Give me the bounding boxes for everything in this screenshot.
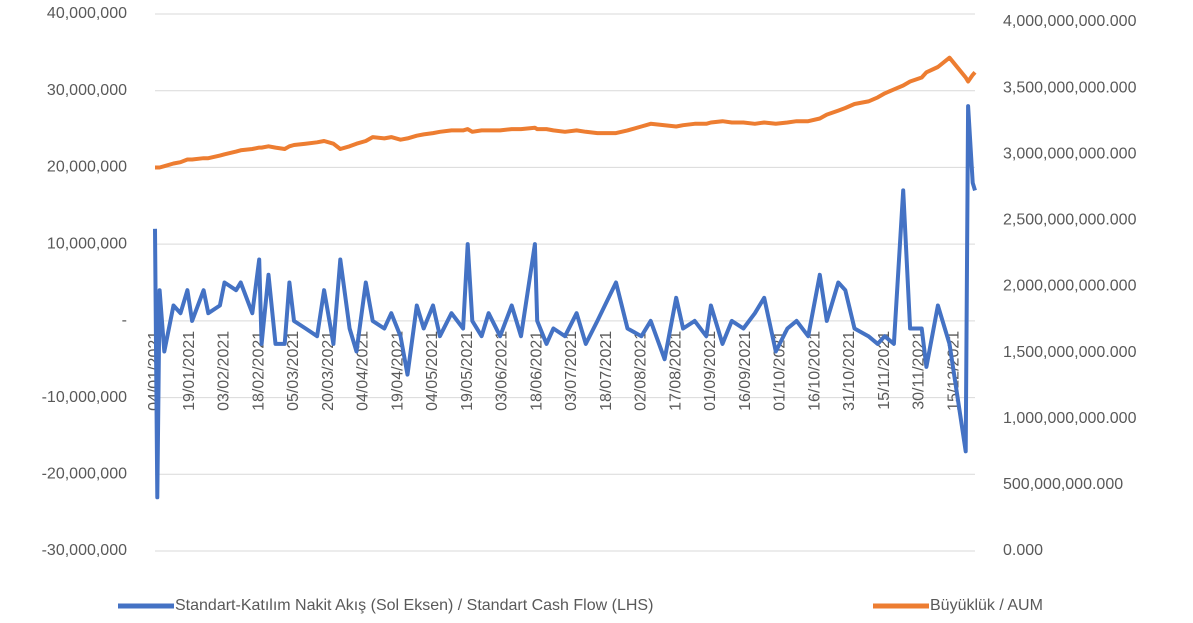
- y-tick-label: 20,000,000: [47, 159, 127, 176]
- y2-tick-label: 2,000,000,000.000: [1003, 278, 1137, 295]
- y2-tick-label: 2,500,000,000.000: [1003, 212, 1137, 229]
- y2-tick-label: 1,000,000,000.000: [1003, 410, 1137, 427]
- x-tick-label: 19/01/2021: [181, 331, 198, 411]
- x-tick-label: 03/07/2021: [563, 331, 580, 411]
- y-tick-label: 10,000,000: [47, 235, 127, 252]
- y2-tick-label: 0.000: [1003, 542, 1043, 559]
- y2-tick-label: 3,000,000,000.000: [1003, 145, 1137, 162]
- x-tick-label: 18/02/2021: [250, 331, 267, 411]
- x-tick-label: 18/06/2021: [528, 331, 545, 411]
- y2-tick-label: 3,500,000,000.000: [1003, 79, 1137, 96]
- y2-tick-label: 4,000,000,000.000: [1003, 13, 1137, 30]
- x-tick-label: 19/05/2021: [459, 331, 476, 411]
- y-tick-label: 30,000,000: [47, 82, 127, 99]
- x-tick-label: 31/10/2021: [841, 331, 858, 411]
- legend-label: Büyüklük / AUM: [930, 597, 1043, 614]
- y-tick-label: 40,000,000: [47, 5, 127, 22]
- x-tick-label: 03/02/2021: [216, 331, 233, 411]
- x-tick-label: 03/06/2021: [494, 331, 511, 411]
- x-tick-label: 15/11/2021: [876, 331, 893, 410]
- y2-tick-label: 500,000,000.000: [1003, 476, 1123, 493]
- y-tick-label: -10,000,000: [42, 389, 128, 406]
- x-tick-label: 04/05/2021: [424, 331, 441, 411]
- series-line: [153, 104, 977, 500]
- x-tick-label: 05/03/2021: [285, 331, 302, 411]
- x-tick-label: 20/03/2021: [320, 331, 337, 411]
- y-tick-label: -20,000,000: [42, 466, 128, 483]
- x-tick-label: 18/07/2021: [598, 331, 615, 411]
- x-tick-label: 02/08/2021: [633, 331, 650, 411]
- y-tick-label: -: [122, 312, 127, 329]
- legend-label: Standart-Katılım Nakit Akış (Sol Eksen) …: [175, 597, 653, 614]
- x-tick-label: 16/09/2021: [737, 331, 754, 411]
- series-line: [155, 55, 977, 170]
- x-tick-label: 16/10/2021: [806, 331, 823, 411]
- y-tick-label: -30,000,000: [42, 542, 128, 559]
- y2-tick-label: 1,500,000,000.000: [1003, 344, 1137, 361]
- x-tick-label: 19/04/2021: [389, 331, 406, 411]
- x-tick-label: 17/08/2021: [667, 331, 684, 411]
- x-tick-label: 01/09/2021: [702, 331, 719, 411]
- x-tick-label: 04/04/2021: [355, 331, 372, 411]
